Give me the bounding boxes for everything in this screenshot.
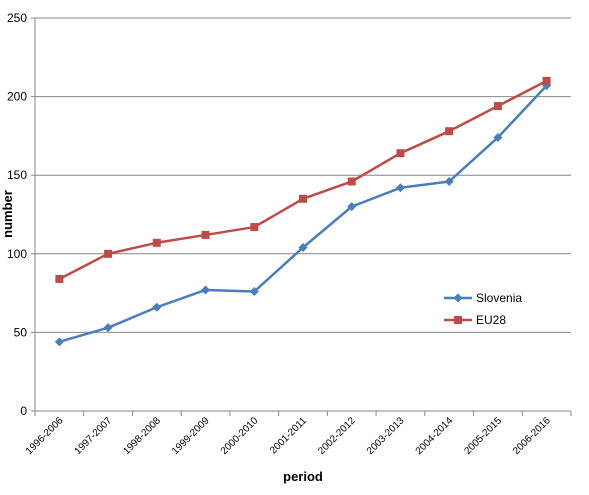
y-tick-label: 50	[14, 325, 28, 339]
data-point-slovenia	[201, 285, 211, 295]
plot-area	[35, 18, 571, 411]
data-point-slovenia	[347, 202, 357, 212]
legend-label-eu28: EU28	[476, 313, 506, 327]
legend-marker-slovenia	[453, 293, 463, 303]
x-tick-label: 1996-2006	[24, 415, 66, 457]
data-point-slovenia	[493, 132, 503, 142]
data-point-eu28	[152, 238, 161, 247]
data-point-slovenia	[152, 302, 162, 312]
x-axis-title: period	[283, 469, 323, 484]
x-tick-label: 2000-2010	[219, 415, 261, 457]
legend: Slovenia EU28	[444, 291, 522, 327]
x-axis: 1996-2006 1997-2007 1998-2008 1999-2009 2000…	[24, 410, 572, 457]
data-point-eu28	[250, 223, 259, 232]
x-tick-label: 2005-2015	[462, 415, 504, 457]
data-point-slovenia	[54, 337, 64, 347]
y-tick-label: 200	[7, 90, 27, 104]
legend-marker-eu28	[454, 316, 462, 324]
x-tick-label: 1997-2007	[73, 415, 115, 457]
data-point-eu28	[445, 127, 454, 136]
data-point-eu28	[201, 230, 210, 239]
data-point-eu28	[104, 249, 113, 258]
data-point-eu28	[299, 194, 307, 203]
series-layer	[54, 76, 552, 347]
x-tick-label: 2002-2012	[316, 415, 358, 457]
data-point-eu28	[493, 102, 502, 111]
data-point-eu28	[347, 177, 356, 186]
legend-label-slovenia: Slovenia	[476, 291, 522, 305]
data-point-eu28	[396, 149, 405, 158]
data-point-eu28	[55, 274, 64, 283]
x-tick-label: 2001-2011	[268, 415, 309, 456]
x-tick-label: 2006-2016	[511, 415, 553, 457]
x-tick-label: 2004-2014	[414, 415, 456, 457]
data-point-slovenia	[444, 176, 454, 186]
x-tick-label: 1999-2009	[170, 415, 212, 457]
y-axis-title: number	[0, 190, 15, 238]
data-point-slovenia	[103, 323, 113, 333]
y-tick-label: 0	[20, 404, 27, 418]
data-point-slovenia	[298, 243, 308, 253]
data-point-slovenia	[249, 287, 259, 297]
data-point-slovenia	[395, 183, 405, 193]
x-tick-label: 1998-2008	[121, 415, 163, 457]
y-tick-label: 150	[7, 168, 27, 182]
y-tick-label: 100	[7, 247, 27, 261]
x-tick-label: 2003-2013	[365, 415, 407, 457]
data-point-eu28	[542, 76, 551, 85]
y-axis: 0 50 100 150 200 250	[7, 11, 36, 418]
y-tick-label: 250	[7, 11, 27, 25]
